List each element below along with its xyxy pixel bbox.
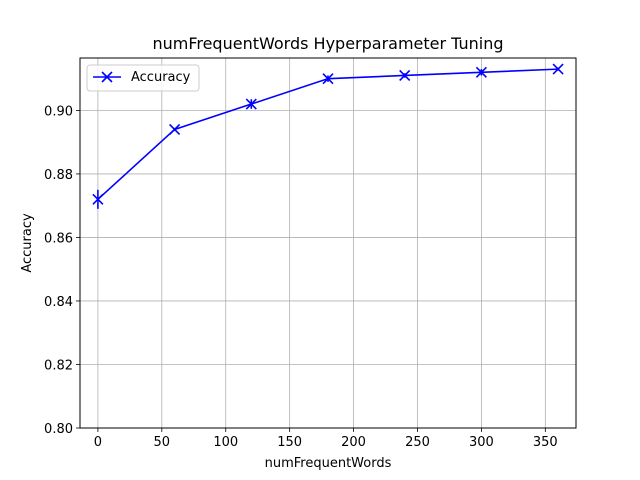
- marker-stroke: [92, 193, 104, 205]
- y-tick-label: 0.86: [44, 231, 73, 246]
- x-tick-label: 0: [94, 435, 102, 450]
- data-point-marker: [169, 123, 181, 136]
- marker-stroke: [322, 73, 334, 85]
- y-axis-label: Accuracy: [20, 213, 35, 273]
- marker-stroke: [101, 71, 113, 83]
- data-point-marker: [245, 98, 257, 110]
- legend: Accuracy: [86, 64, 200, 92]
- x-tick-label: 200: [341, 435, 366, 450]
- x-tick-label: 100: [213, 435, 238, 450]
- x-axis: 0 50 100 150 200 250 300 350: [94, 428, 558, 450]
- data-point-marker: [92, 193, 104, 205]
- legend-label: Accuracy: [131, 70, 191, 85]
- y-axis: 0.80 0.82 0.84 0.86 0.88 0.90: [44, 104, 80, 437]
- data-point-marker: [552, 63, 564, 75]
- x-axis-label: numFrequentWords: [265, 456, 392, 471]
- x-tick-label: 150: [277, 435, 302, 450]
- marker-stroke: [245, 98, 257, 110]
- x-tick-label: 300: [469, 435, 494, 450]
- data-point-marker: [399, 69, 411, 82]
- y-tick-label: 0.80: [44, 422, 73, 437]
- marker-stroke: [169, 123, 181, 136]
- marker-stroke: [475, 66, 487, 78]
- legend-box: [86, 64, 200, 92]
- x-tick-label: 50: [154, 435, 171, 450]
- series-layer: [92, 63, 564, 209]
- chart-title: numFrequentWords Hyperparameter Tuning: [152, 34, 503, 53]
- y-tick-label: 0.90: [44, 104, 73, 119]
- data-point-marker: [475, 66, 487, 78]
- plot-frame: [79, 57, 577, 429]
- legend-marker-icon: [101, 71, 113, 83]
- y-tick-label: 0.84: [44, 295, 73, 310]
- data-point-marker: [322, 73, 334, 85]
- legend-marker-glyph: [101, 71, 113, 83]
- x-tick-label: 350: [533, 435, 558, 450]
- y-tick-label: 0.82: [44, 358, 73, 373]
- x-tick-label: 250: [405, 435, 430, 450]
- marker-stroke: [552, 63, 564, 75]
- y-tick-label: 0.88: [44, 168, 73, 183]
- marker-stroke: [399, 69, 411, 82]
